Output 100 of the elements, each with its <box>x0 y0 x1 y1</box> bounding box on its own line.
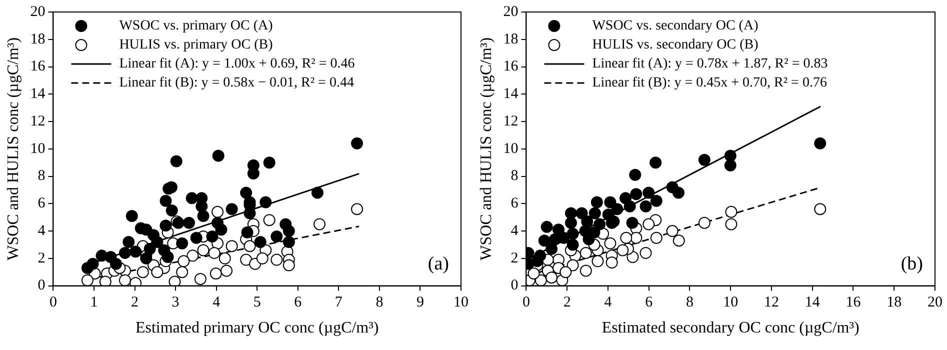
point <box>592 255 604 268</box>
point <box>640 246 652 259</box>
point <box>534 250 546 262</box>
point <box>698 154 710 166</box>
point <box>604 237 616 250</box>
y-axis-title: WSOC and HULIS conc (µgC/m³) <box>4 37 22 260</box>
point <box>540 220 553 233</box>
y-tick-label: 4 <box>38 222 46 239</box>
y-tick-label: 18 <box>503 31 518 48</box>
y-tick-label: 10 <box>30 140 46 157</box>
x-tick-label: 4 <box>212 294 221 311</box>
point <box>215 224 228 236</box>
annotation: (b) <box>900 253 923 274</box>
point <box>630 232 642 244</box>
point <box>130 246 142 258</box>
point <box>122 236 135 248</box>
point <box>151 266 164 278</box>
point <box>263 156 276 169</box>
point <box>698 216 710 229</box>
point <box>604 196 616 208</box>
point <box>118 274 131 286</box>
legend-label: WSOC vs. secondary OC (A) <box>592 18 759 34</box>
y-tick-label: 16 <box>503 58 519 75</box>
point <box>724 159 736 172</box>
y-tick-label: 14 <box>503 86 519 102</box>
point <box>160 194 172 207</box>
legend-label: Linear fit (A): y = 0.78x + 1.87, R² = 0.83 <box>592 56 828 72</box>
point <box>212 206 224 218</box>
point <box>650 232 662 244</box>
x-tick-label: 10 <box>723 294 738 311</box>
point <box>650 156 662 169</box>
point <box>282 236 295 248</box>
point <box>96 250 108 262</box>
x-tick-label: 4 <box>604 294 612 311</box>
y-tick-label: 12 <box>503 113 518 130</box>
y-tick-label: 6 <box>510 196 519 212</box>
x-tick-label: 16 <box>846 294 862 311</box>
x-tick-label: 14 <box>804 294 820 311</box>
y-tick-label: 18 <box>30 31 46 48</box>
point <box>590 196 603 208</box>
point <box>725 206 738 218</box>
point <box>546 242 558 255</box>
point <box>148 229 160 242</box>
y-tick-label: 0 <box>38 278 46 294</box>
point <box>260 196 272 208</box>
y-tick-label: 14 <box>30 86 46 102</box>
point <box>564 207 577 220</box>
x-tick-label: 2 <box>131 294 139 311</box>
x-tick-label: 1 <box>90 294 98 311</box>
y-tick-label: 0 <box>510 278 518 294</box>
x-tick-label: 0 <box>49 294 57 311</box>
x-tick-label: 9 <box>416 294 424 311</box>
point <box>672 186 684 199</box>
point <box>210 267 222 280</box>
point <box>560 266 572 278</box>
x-tick-label: 6 <box>645 294 654 311</box>
point <box>594 218 606 230</box>
point <box>564 216 577 229</box>
point <box>270 230 283 243</box>
point <box>99 276 112 286</box>
point <box>725 218 738 230</box>
point <box>606 256 618 269</box>
legend-label: WSOC vs. primary OC (A) <box>119 18 274 34</box>
point <box>642 218 655 230</box>
point <box>220 264 233 277</box>
point <box>650 194 662 207</box>
point <box>81 262 94 274</box>
point <box>611 203 624 216</box>
point <box>566 259 579 272</box>
point <box>226 203 238 216</box>
point <box>580 264 592 277</box>
x-tick-label: 5 <box>253 294 261 311</box>
y-tick-label: 2 <box>510 250 518 266</box>
point <box>168 276 181 286</box>
point <box>226 240 238 252</box>
x-tick-label: 3 <box>172 294 180 311</box>
point <box>212 150 224 162</box>
y-tick-label: 4 <box>510 222 519 239</box>
point <box>254 236 266 248</box>
point <box>616 244 629 256</box>
x-tick-label: 7 <box>334 294 343 311</box>
point <box>247 168 260 180</box>
point <box>528 267 540 280</box>
point <box>566 238 579 251</box>
y-tick-label: 6 <box>38 196 46 212</box>
point <box>186 250 199 262</box>
point <box>178 255 190 268</box>
point <box>244 240 256 252</box>
point <box>566 228 579 240</box>
x-tick-label: 8 <box>376 294 384 311</box>
point <box>666 225 678 238</box>
point <box>218 252 231 264</box>
point <box>186 192 198 204</box>
point <box>814 203 826 216</box>
point <box>256 252 268 264</box>
y-tick-label: 10 <box>503 140 518 157</box>
annotation: (a) <box>428 253 449 274</box>
point <box>170 155 182 168</box>
x-axis-title: Estimated primary OC conc (µgC/m³) <box>135 320 379 337</box>
x-tick-label: 12 <box>764 294 779 311</box>
